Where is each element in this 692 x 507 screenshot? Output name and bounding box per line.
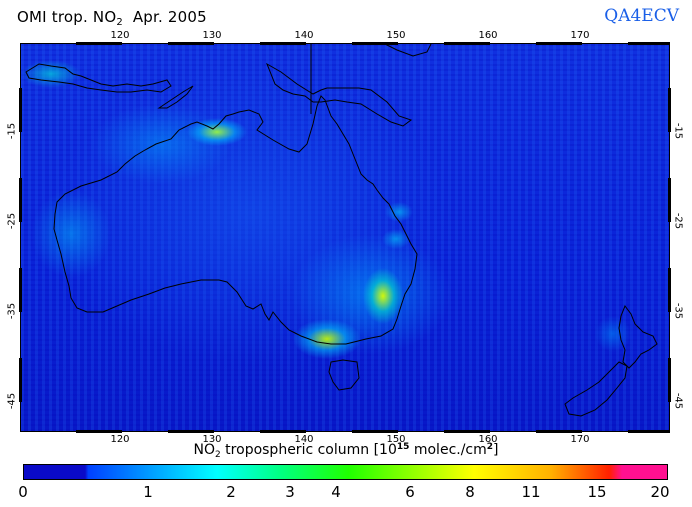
frame-segment (76, 42, 122, 45)
colorbar-tick: 4 (331, 483, 341, 501)
colorbar-tick: 3 (285, 483, 295, 501)
lon-tick-top: 150 (386, 30, 406, 41)
frame-segment (352, 430, 398, 433)
brand-logo-text: QA4ECV (604, 6, 679, 26)
lat-tick-left: -35 (6, 302, 18, 320)
colorbar-tick: 2 (226, 483, 236, 501)
lon-tick-bottom: 120 (110, 434, 130, 445)
lat-tick-left: -15 (6, 122, 18, 140)
colorbar-tick: 8 (465, 483, 475, 501)
colorbar-tick: 1 (143, 483, 153, 501)
frame-segment (628, 430, 670, 433)
frame-segment (536, 430, 582, 433)
lon-tick-bottom: 140 (294, 434, 314, 445)
frame-segment (76, 430, 122, 433)
frame-segment (668, 268, 671, 312)
coastline-overlay (25, 44, 658, 417)
lon-tick-bottom: 170 (570, 434, 590, 445)
frame-segment (536, 42, 582, 45)
frame-segment (352, 42, 398, 45)
frame-segment (19, 88, 22, 132)
frame-segment (628, 42, 670, 45)
lat-tick-right: -15 (672, 122, 684, 140)
frame-segment (444, 430, 490, 433)
lon-tick-top: 170 (570, 30, 590, 41)
lon-tick-bottom: 150 (386, 434, 406, 445)
lat-tick-right: -45 (672, 392, 684, 410)
chart-title: OMI trop. NO2 Apr. 2005 (17, 8, 207, 28)
frame-segment (260, 42, 306, 45)
frame-segment (19, 178, 22, 222)
frame-segment (668, 358, 671, 402)
colorbar-tick: 0 (18, 483, 28, 501)
colorbar-tick: 15 (587, 483, 607, 501)
lon-tick-top: 160 (478, 30, 498, 41)
no2-map (20, 43, 670, 432)
colorbar-title: NO2 tropospheric column [1015 molec./cm2… (193, 442, 499, 460)
frame-segment (444, 42, 490, 45)
lon-tick-top: 120 (110, 30, 130, 41)
frame-segment (19, 358, 22, 402)
frame-segment (260, 430, 306, 433)
lon-tick-top: 130 (202, 30, 222, 41)
frame-segment (668, 88, 671, 132)
colorbar-tick: 20 (650, 483, 670, 501)
lon-tick-bottom: 160 (478, 434, 498, 445)
frame-segment (168, 42, 214, 45)
colorbar-tick: 6 (405, 483, 415, 501)
frame-segment (168, 430, 214, 433)
lat-tick-left: -25 (6, 212, 18, 230)
colorbar (23, 464, 668, 480)
frame-segment (19, 268, 22, 312)
lon-tick-bottom: 130 (202, 434, 222, 445)
colorbar-tick: 11 (521, 483, 541, 501)
lat-tick-right: -25 (672, 212, 684, 230)
lon-tick-top: 140 (294, 30, 314, 41)
lat-tick-right: -35 (672, 302, 684, 320)
lat-tick-left: -45 (6, 392, 18, 410)
frame-segment (668, 178, 671, 222)
